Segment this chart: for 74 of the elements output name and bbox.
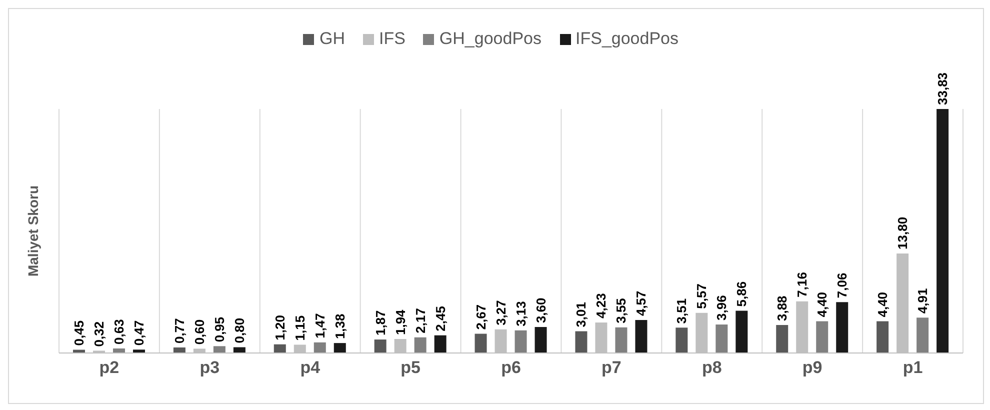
data-label: 2,67 [473, 304, 488, 330]
data-label: 1,15 [292, 315, 308, 341]
data-label: 5,57 [694, 284, 710, 309]
data-label: 1,20 [272, 315, 288, 340]
data-label: 4,57 [634, 290, 649, 316]
data-label: 2,45 [432, 306, 448, 332]
bar [274, 344, 286, 353]
x-tick-label: p8 [702, 358, 722, 378]
data-label: 4,40 [875, 292, 890, 318]
data-label: 0,60 [192, 319, 207, 345]
bar [676, 328, 688, 353]
bar [233, 347, 246, 353]
data-label: 0,63 [112, 319, 126, 344]
data-label: 0,95 [212, 316, 227, 342]
bar [173, 347, 186, 353]
bar [716, 324, 728, 353]
bar [314, 342, 326, 353]
data-label: 0,32 [92, 321, 106, 347]
bar [213, 346, 226, 353]
data-label: 1,87 [372, 310, 388, 336]
bar [575, 331, 588, 353]
x-tick-label: p5 [400, 358, 420, 378]
x-tick-label: p2 [99, 358, 120, 378]
bar [816, 321, 828, 353]
data-label: 3,27 [493, 300, 508, 326]
x-tick-label: p9 [802, 358, 822, 378]
bar [876, 321, 889, 353]
bar [936, 109, 949, 353]
bar [474, 334, 487, 353]
data-label: 1,94 [392, 308, 408, 336]
data-label: 3,13 [513, 301, 528, 326]
data-label: 3,96 [714, 295, 730, 320]
bar [374, 340, 386, 353]
data-label: 3,51 [674, 298, 690, 324]
bar [534, 327, 547, 353]
data-label: 7,06 [834, 272, 850, 298]
data-label: 0,47 [132, 320, 146, 346]
legend-label: IFS_goodPos [574, 29, 679, 49]
data-label: 3,60 [533, 298, 548, 324]
bar [836, 302, 848, 353]
bar [635, 320, 648, 353]
data-label: 3,01 [574, 302, 589, 328]
bar [514, 330, 527, 353]
x-tick-label: p4 [300, 358, 321, 378]
legend-label: GH [318, 29, 345, 49]
data-label: 1,47 [312, 313, 328, 338]
data-label: 4,91 [915, 288, 930, 314]
legend-label: IFS [378, 29, 406, 49]
bar [334, 343, 346, 353]
data-label: 0,77 [172, 318, 187, 344]
x-tick-label: p3 [200, 358, 220, 378]
x-tick-label: p1 [902, 358, 923, 378]
data-label: 5,86 [734, 281, 750, 307]
data-label: 33,83 [935, 72, 950, 105]
data-label: 4,40 [814, 292, 830, 318]
bar [434, 335, 446, 353]
data-label: 1,38 [332, 314, 348, 340]
data-label: 7,16 [794, 272, 810, 298]
bar [736, 310, 748, 353]
x-tick-label: p7 [602, 358, 622, 378]
data-label: 0,45 [72, 320, 86, 346]
legend-label: GH_goodPos [438, 29, 542, 49]
bar [414, 337, 426, 353]
data-label: 2,17 [412, 308, 428, 334]
data-label: 13,80 [895, 216, 910, 250]
data-label: 0,80 [232, 318, 247, 344]
data-label: 4,23 [594, 293, 609, 318]
x-tick-label: p6 [501, 358, 521, 378]
bar [615, 327, 628, 353]
bar [916, 318, 929, 353]
data-label: 3,55 [614, 298, 629, 324]
y-axis-title: Maliyet Skoru [24, 185, 41, 277]
data-label: 3,88 [774, 296, 790, 322]
bar [776, 325, 788, 353]
